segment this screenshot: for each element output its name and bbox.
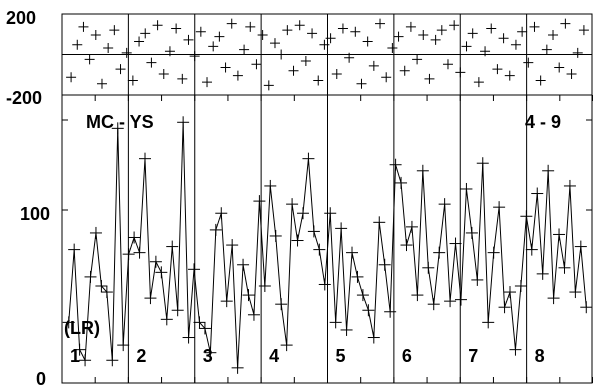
top-ytick-neg200: -200 (6, 88, 42, 108)
panel-label-4: 4 (269, 346, 279, 366)
panel-labels: 1 2 3 4 5 6 7 8 (70, 346, 545, 366)
bottom-ytick-100: 100 (20, 204, 50, 224)
bottom-series-layer (62, 116, 593, 374)
panel-frames (61, 13, 593, 384)
annotation-mc-ys: MC - YS (86, 112, 154, 132)
panel-label-1: 1 (70, 346, 80, 366)
annotation-lr: (LR) (64, 318, 100, 338)
panel-label-3: 3 (203, 346, 213, 366)
top-ytick-200: 200 (6, 8, 36, 28)
bottom-series-line (68, 122, 587, 368)
bottom-ytick-0: 0 (36, 369, 46, 388)
panel-label-2: 2 (136, 346, 146, 366)
annotation-4-9: 4 - 9 (525, 112, 561, 132)
panel-label-8: 8 (535, 346, 545, 366)
panel-label-6: 6 (402, 346, 412, 366)
panel-label-7: 7 (468, 346, 478, 366)
top-series-layer (66, 18, 589, 91)
panel-label-5: 5 (336, 346, 346, 366)
